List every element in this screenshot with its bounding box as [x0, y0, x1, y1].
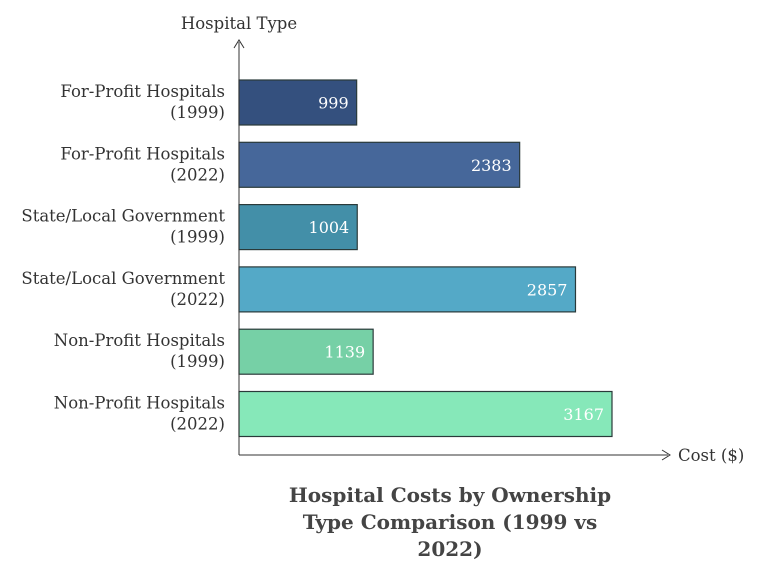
- category-label: State/Local Government: [21, 269, 225, 288]
- category-label: Non-Profit Hospitals: [54, 394, 225, 413]
- category-label: (2022): [170, 165, 225, 184]
- bars-group: 999 For-Profit Hospitals (1999) 2383 For-Pro…: [21, 79, 613, 438]
- y-axis-label: Hospital Type: [181, 14, 297, 33]
- x-axis-arrow: [661, 449, 671, 461]
- chart-title-line-2: Type Comparison (1999 vs: [303, 510, 598, 534]
- category-label: (2022): [170, 290, 225, 309]
- category-label: For-Profit Hospitals: [60, 144, 225, 163]
- data-label: 999: [318, 94, 349, 113]
- bar: [238, 79, 358, 126]
- bar: [238, 390, 613, 438]
- chart-title: Hospital Costs by Ownership Type Compari…: [289, 483, 611, 561]
- category-label: (1999): [170, 103, 225, 122]
- data-label: 2383: [471, 156, 512, 175]
- category-label: Non-Profit Hospitals: [54, 331, 225, 350]
- bar: [238, 141, 521, 188]
- category-label: (1999): [170, 352, 225, 371]
- category-label: For-Profit Hospitals: [60, 82, 225, 101]
- category-label: (2022): [170, 415, 225, 434]
- bar: [238, 204, 358, 251]
- bar: [238, 266, 577, 313]
- category-label: (1999): [170, 228, 225, 247]
- category-label: State/Local Government: [21, 207, 225, 226]
- chart-title-line-3: 2022): [417, 537, 482, 561]
- data-label: 2857: [527, 280, 568, 299]
- data-label: 3167: [563, 405, 604, 424]
- data-label: 1139: [324, 343, 365, 362]
- chart-title-line-1: Hospital Costs by Ownership: [289, 483, 611, 507]
- data-label: 1004: [309, 218, 350, 237]
- bar: [238, 328, 374, 375]
- y-axis-arrow: [233, 39, 245, 49]
- x-axis-label: Cost ($): [678, 446, 744, 465]
